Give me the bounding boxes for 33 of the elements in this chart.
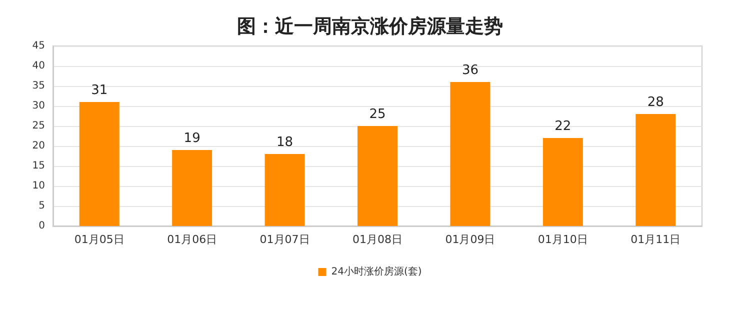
x-tick-label: 01月10日 xyxy=(538,233,588,246)
bar xyxy=(636,114,676,226)
bar xyxy=(542,138,583,226)
y-tick-label: 45 xyxy=(32,40,45,52)
y-tick-label: 25 xyxy=(32,120,45,132)
legend-label: 24小时涨价房源(套) xyxy=(331,266,422,278)
x-tick-label: 01月11日 xyxy=(630,233,681,246)
y-tick-label: 30 xyxy=(32,100,45,112)
data-label: 25 xyxy=(369,107,386,122)
bar xyxy=(79,102,120,226)
bar xyxy=(450,82,490,226)
y-tick-label: 15 xyxy=(32,160,45,172)
x-tick-label: 01月06日 xyxy=(167,233,218,246)
x-tick-label: 01月08日 xyxy=(352,233,402,246)
x-tick-label: 01月05日 xyxy=(74,233,124,246)
data-label: 22 xyxy=(554,119,572,134)
y-tick-label: 40 xyxy=(32,60,45,72)
bar xyxy=(358,126,398,226)
chart-title: 图：近一周南京涨价房源量走势 xyxy=(237,16,503,38)
data-label: 31 xyxy=(91,83,108,98)
x-tick-label: 01月07日 xyxy=(260,233,310,246)
data-label: 18 xyxy=(276,135,294,150)
x-tick-label: 01月09日 xyxy=(445,233,496,246)
y-tick-label: 0 xyxy=(38,220,45,232)
y-tick-label: 35 xyxy=(32,80,45,92)
bar xyxy=(172,150,212,226)
y-tick-label: 10 xyxy=(32,180,45,192)
data-label: 28 xyxy=(647,95,664,110)
data-label: 19 xyxy=(184,131,200,146)
y-tick-label: 5 xyxy=(38,200,45,212)
y-tick-label: 20 xyxy=(32,140,45,152)
data-label: 36 xyxy=(462,63,478,78)
bar xyxy=(264,154,305,226)
